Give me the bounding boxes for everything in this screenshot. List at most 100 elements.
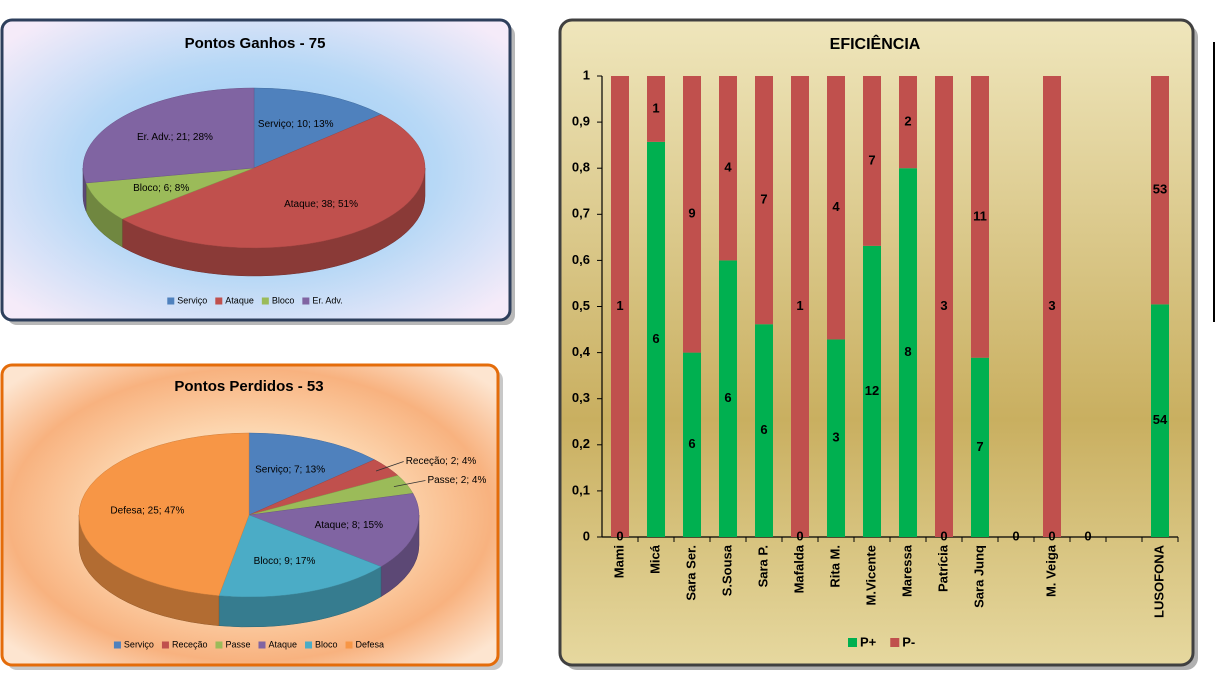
legend-label: Passe bbox=[225, 639, 250, 649]
legend-swatch bbox=[113, 641, 121, 649]
data-label: Serviço; 10; 13% bbox=[258, 119, 334, 130]
x-tick-label: Mafalda bbox=[791, 544, 806, 593]
x-tick-label: Rita M. bbox=[827, 545, 842, 588]
data-label: 4 bbox=[832, 199, 840, 214]
data-label: Ataque; 8; 15% bbox=[315, 520, 383, 531]
data-label: 9 bbox=[688, 206, 695, 221]
pie-slice bbox=[121, 114, 426, 249]
data-label: 12 bbox=[865, 383, 879, 398]
legend-item: Bloco bbox=[261, 295, 294, 305]
data-label: 0 bbox=[940, 528, 947, 543]
data-label: 53 bbox=[1153, 182, 1167, 197]
data-label: 0 bbox=[796, 528, 803, 543]
data-label: Bloco; 6; 8% bbox=[133, 183, 189, 194]
y-tick-label: 0,3 bbox=[572, 390, 590, 405]
bar-segment bbox=[1151, 304, 1169, 537]
legend-item: Ataque bbox=[215, 295, 254, 305]
data-label: 7 bbox=[760, 192, 767, 207]
data-label: 1 bbox=[796, 298, 803, 313]
pie-slice bbox=[78, 432, 250, 596]
legend-swatch bbox=[848, 638, 857, 647]
data-label: 0 bbox=[1012, 528, 1019, 543]
data-label: 0 bbox=[1048, 528, 1055, 543]
x-tick-label: Sara P. bbox=[755, 545, 770, 587]
data-label: 6 bbox=[724, 390, 731, 405]
legend-label: Serviço bbox=[124, 639, 154, 649]
data-label: 3 bbox=[1048, 298, 1055, 313]
y-tick-label: 1 bbox=[583, 67, 590, 82]
legend-label: Receção bbox=[172, 639, 208, 649]
data-label: 3 bbox=[940, 298, 947, 313]
bar-segment bbox=[863, 76, 881, 246]
bar-segment bbox=[719, 76, 737, 261]
legend-swatch bbox=[215, 297, 223, 305]
bar-segment bbox=[863, 245, 881, 537]
data-label: 7 bbox=[976, 439, 983, 454]
legend-item: Ataque bbox=[258, 639, 297, 649]
pie-slice bbox=[248, 432, 376, 516]
data-label: Receção; 2; 4% bbox=[406, 456, 477, 467]
leader-line bbox=[375, 461, 404, 472]
x-tick-label: Maressa bbox=[899, 544, 914, 597]
bar-segment bbox=[971, 76, 989, 358]
legend-swatch bbox=[305, 641, 313, 649]
bar-segment bbox=[899, 168, 917, 537]
legend-item: Serviço bbox=[113, 639, 154, 649]
legend-swatch bbox=[345, 641, 353, 649]
y-tick-label: 0,9 bbox=[572, 114, 590, 129]
bar-segment bbox=[647, 76, 665, 142]
legend-label: Serviço bbox=[177, 295, 207, 305]
x-tick-label: S.Sousa bbox=[719, 544, 734, 596]
legend-swatch bbox=[167, 297, 175, 305]
y-tick-label: 0,1 bbox=[572, 482, 590, 497]
data-label: Bloco; 9; 17% bbox=[254, 556, 316, 567]
leader-line bbox=[393, 480, 426, 488]
legend-label: Er. Adv. bbox=[312, 295, 342, 305]
bar-segment bbox=[827, 339, 845, 537]
legend-label: Bloco bbox=[315, 639, 338, 649]
bar-segment bbox=[899, 76, 917, 169]
bar-segment bbox=[683, 76, 701, 353]
y-tick-label: 0,6 bbox=[572, 252, 590, 267]
legend-label: Ataque bbox=[268, 639, 297, 649]
bar-segment bbox=[935, 76, 953, 537]
data-label: 6 bbox=[688, 436, 695, 451]
legend-label: Defesa bbox=[356, 639, 385, 649]
legend-label: Ataque bbox=[225, 295, 254, 305]
data-label: Er. Adv.; 21; 28% bbox=[137, 132, 213, 143]
legend-swatch bbox=[302, 297, 310, 305]
x-tick-label: Sara Ser. bbox=[683, 545, 698, 601]
data-label: 54 bbox=[1153, 412, 1168, 427]
bar-segment bbox=[755, 324, 773, 537]
bar-segment bbox=[791, 76, 809, 537]
bar-segment bbox=[827, 76, 845, 340]
data-label: 6 bbox=[760, 422, 767, 437]
bar-segment bbox=[1043, 76, 1061, 537]
bar-segment bbox=[1151, 76, 1169, 305]
data-label: 7 bbox=[868, 152, 875, 167]
legend-swatch bbox=[161, 641, 169, 649]
data-label: 0 bbox=[616, 528, 623, 543]
y-tick-label: 0,4 bbox=[572, 344, 591, 359]
legend-label: P+ bbox=[860, 634, 877, 649]
chart-title: Pontos Ganhos - 75 bbox=[185, 35, 326, 52]
legend-label: P- bbox=[902, 634, 915, 649]
y-tick-label: 0,7 bbox=[572, 206, 590, 221]
legend-item: Receção bbox=[161, 639, 208, 649]
data-label: Passe; 2; 4% bbox=[427, 475, 486, 486]
y-tick-label: 0 bbox=[583, 528, 590, 543]
data-label: 6 bbox=[652, 331, 659, 346]
data-label: 4 bbox=[724, 160, 732, 175]
x-tick-label: Sara Junq bbox=[971, 545, 986, 608]
legend-item: Defesa bbox=[345, 639, 385, 649]
pie-slice bbox=[82, 87, 255, 184]
data-label: 8 bbox=[904, 344, 911, 359]
y-tick-label: 0,2 bbox=[572, 436, 590, 451]
pie-slice bbox=[253, 87, 382, 169]
data-label: 1 bbox=[616, 298, 623, 313]
pie-slice bbox=[248, 493, 420, 567]
bar-segment bbox=[755, 76, 773, 325]
legend-item: Passe bbox=[215, 639, 250, 649]
